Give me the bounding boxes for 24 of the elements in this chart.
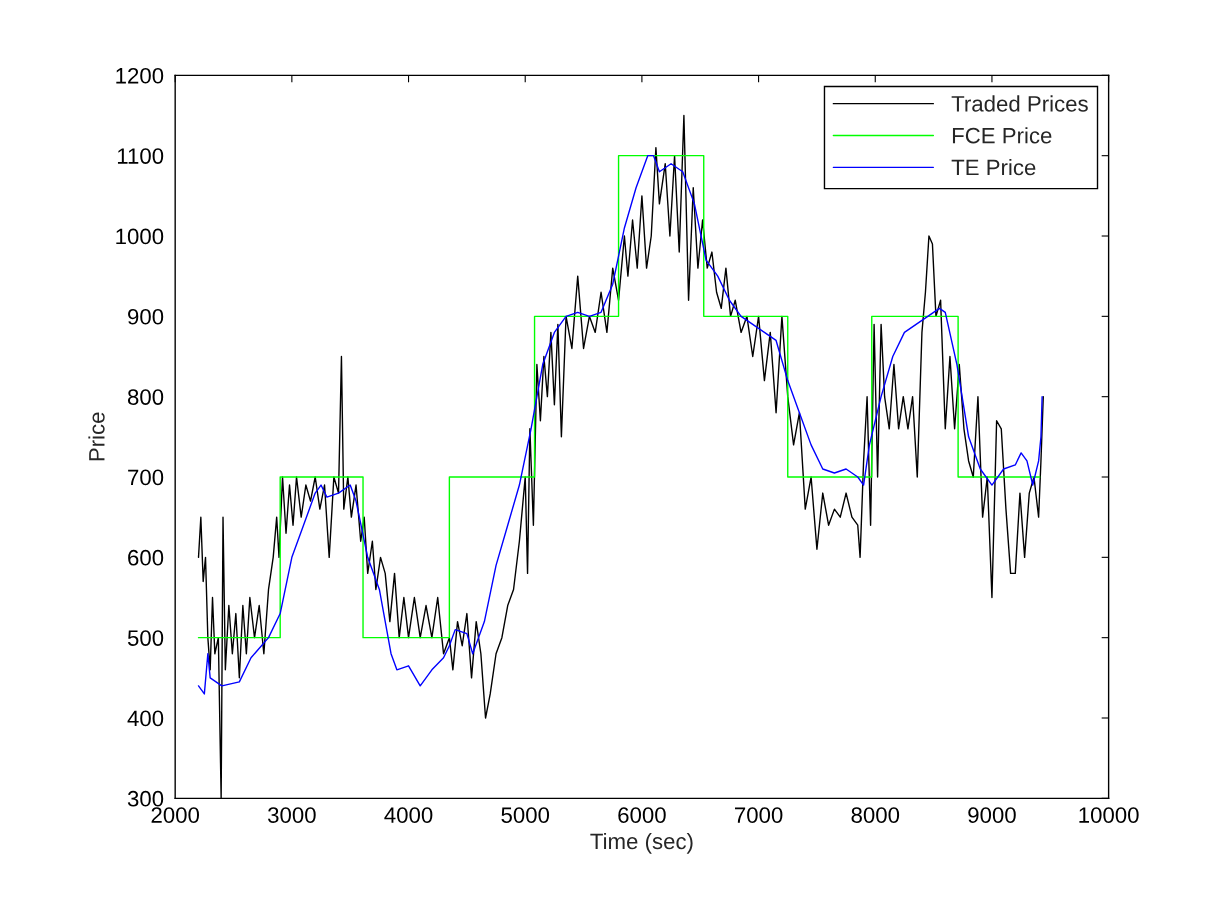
- y-tick-label: 700: [128, 469, 164, 486]
- y-tick-label: 1100: [117, 148, 164, 164]
- x-axis-title: Time (sec): [590, 832, 693, 854]
- x-tick-label: 2000: [151, 807, 200, 823]
- legend-label: TE Price: [951, 159, 1036, 176]
- y-axis-title: Price: [88, 412, 105, 461]
- y-tick-label: 400: [127, 710, 164, 727]
- x-tick-label: 10000: [1079, 807, 1139, 823]
- x-tick-label: 6000: [618, 807, 666, 823]
- y-tick-label: 300: [127, 790, 164, 807]
- legend-label: Traded Prices: [951, 95, 1088, 112]
- x-tick-label: 4000: [384, 807, 433, 823]
- x-tick-label: 8000: [851, 807, 900, 823]
- legend-label: FCE Price: [952, 127, 1052, 144]
- y-tick-label: 800: [127, 389, 164, 405]
- x-tick-label: 3000: [267, 807, 316, 823]
- y-tick-label: 1200: [116, 67, 164, 84]
- y-tick-label: 900: [128, 308, 164, 325]
- x-tick-label: 7000: [735, 807, 783, 823]
- y-tick-label: 500: [127, 630, 164, 646]
- y-tick-label: 1000: [116, 228, 164, 245]
- y-tick-label: 600: [128, 549, 164, 566]
- x-tick-label: 5000: [501, 807, 550, 823]
- x-tick-label: 9000: [968, 807, 1016, 823]
